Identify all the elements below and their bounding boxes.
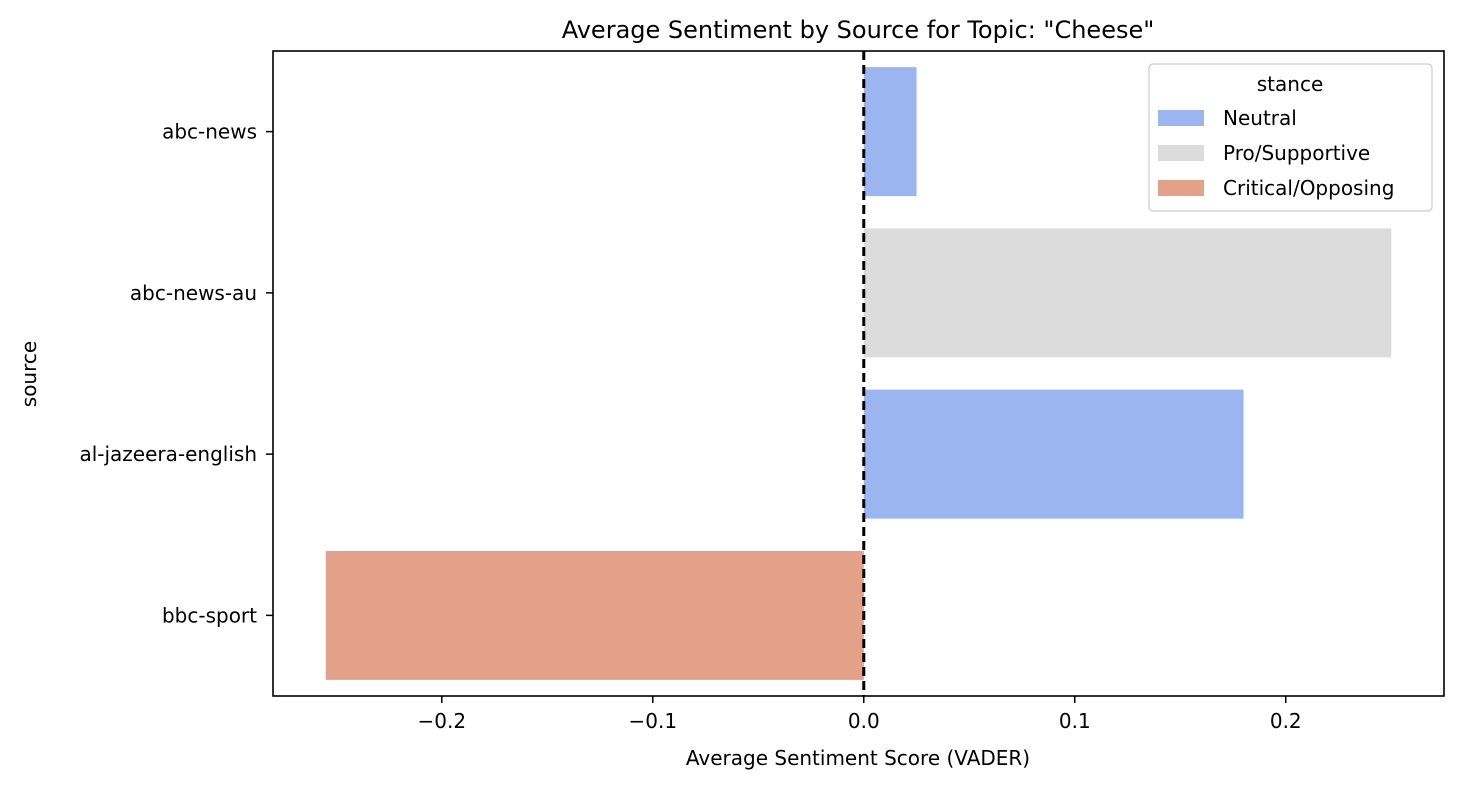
plot-frame <box>272 50 1445 697</box>
legend-entry-label: Pro/Supportive <box>1223 141 1370 165</box>
y-tick-label: al-jazeera-english <box>79 442 257 466</box>
y-tick-label: abc-news <box>162 120 257 144</box>
y-axis-label: source <box>17 341 41 407</box>
legend-swatch <box>1158 110 1204 126</box>
legend-swatch <box>1158 145 1204 161</box>
legend-entries: Neutral Pro/Supportive Critical/Opposing <box>1158 106 1394 200</box>
legend-entry-label: Neutral <box>1223 106 1297 130</box>
bar-al-jazeera-english <box>863 389 1244 519</box>
legend: stance Neutral Pro/Supportive Critical/Opp… <box>1148 63 1433 212</box>
legend-swatch <box>1158 180 1204 196</box>
bars-group <box>325 67 1392 680</box>
x-tick-label: 0.0 <box>848 709 880 733</box>
legend-entry-label: Critical/Opposing <box>1223 176 1394 200</box>
x-axis-label: Average Sentiment Score (VADER) <box>686 746 1030 770</box>
x-tick-label: 0.2 <box>1270 709 1302 733</box>
bar-abc-news-au <box>863 228 1392 358</box>
y-tick-label: bbc-sport <box>162 603 257 627</box>
x-tick-label: 0.1 <box>1059 709 1091 733</box>
y-tick-label: abc-news-au <box>130 281 257 305</box>
x-tick-label: −0.2 <box>418 709 467 733</box>
bar-abc-news <box>863 67 917 197</box>
x-tick-label: −0.1 <box>628 709 677 733</box>
x-axis-ticks: −0.2 −0.1 0.0 0.1 0.2 <box>418 696 1302 733</box>
legend-frame <box>1148 63 1433 212</box>
legend-title: stance <box>1257 72 1324 96</box>
y-axis-ticks: abc-news abc-news-au al-jazeera-english bbc… <box>79 120 273 627</box>
chart-title: Average Sentiment by Source for Topic: "… <box>562 16 1155 44</box>
bar-bbc-sport <box>325 550 864 680</box>
